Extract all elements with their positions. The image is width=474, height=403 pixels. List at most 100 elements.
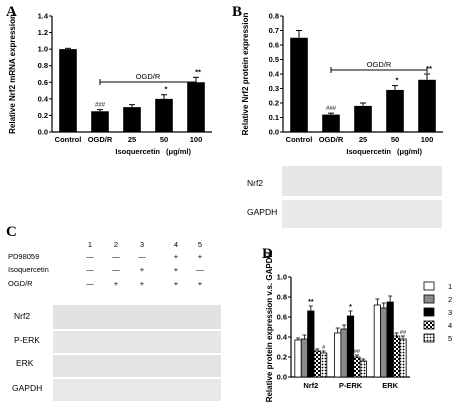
chart-b-ytick-label: 0.6 [269,41,279,50]
lane-number: 3 [140,240,144,249]
chart-b-category-label: OGD/R [319,135,344,144]
chart-d-legend-label: 5 [448,334,452,343]
chart-d-legend-label: 1 [448,282,452,291]
blot-label-c-nrf2: Nrf2 [14,311,30,321]
chart-d-significance: ** [308,299,314,306]
chart-a-ytick-label: 1.0 [38,45,48,54]
treatment-mark: — [196,265,204,274]
chart-b-significance: ### [326,106,337,112]
lane-number: 1 [88,240,92,249]
chart-b-ytick-label: 0.0 [269,128,279,137]
chart-d-bar [334,332,342,378]
chart-d-legend-swatch [423,294,435,304]
chart-b-ytick-label: 0.7 [269,26,279,35]
treatment-mark: + [198,279,203,288]
chart-b-ytick-label: 0.4 [269,70,280,79]
blot-strip-nrf2 [282,166,442,196]
treatment-row-label: PD98059 [8,252,39,261]
chart-b-category-label: 25 [359,135,367,144]
chart-d-bar [380,307,388,378]
chart-a-x-axis-unit: (μg/ml) [166,147,192,156]
chart-a: 0.0 0.2 0.4 0.6 0.8 1.0 1.2 1.4 Relative Nrf2 mR… [8,12,212,156]
chart-b-category-label: Control [286,135,313,144]
chart-d-bar [399,338,407,378]
chart-b-significance: * [396,76,399,85]
chart-d-bar [313,350,321,378]
blot-label-gapdh: GAPDH [247,207,277,217]
chart-b-ytick-label: 0.5 [269,55,279,64]
chart-b-ytick-label: 0.3 [269,84,279,93]
blot-label-c-perk: P-ERK [14,335,40,345]
chart-a-ytick-label: 0.8 [38,61,48,70]
treatment-mark: + [174,279,179,288]
chart-d-significance: * [349,304,352,311]
chart-d-ytick-label: 1.0 [277,273,287,282]
treatment-mark: + [114,279,119,288]
blot-c: Nrf2 P-ERK ERK GAPDH [12,305,221,401]
chart-a-category-label: 100 [190,135,203,144]
treatment-table: 1 2 3 4 5 PD98059 — — — + + Isoquercetin — — + + — OGD/R —… [8,240,204,288]
chart-d-bar [346,315,355,378]
chart-d-bar [373,304,381,378]
chart-a-ytick-label: 0.0 [38,128,48,137]
blot-label-c-erk: ERK [16,358,34,368]
chart-b-category-label: 50 [391,135,399,144]
chart-d-significance: ## [354,349,361,355]
chart-a-ytick-label: 1.2 [38,28,48,37]
chart-b-bar [418,79,436,132]
blot-strip-c-perk [53,331,221,353]
chart-d-legend-swatch [423,307,435,317]
treatment-row-label: OGD/R [8,279,33,288]
chart-a-x-axis-title: Isoquercetin [115,147,160,156]
chart-d-legend-label: 2 [448,295,452,304]
chart-a-category-label: Control [55,135,82,144]
chart-a-ytick-label: 0.4 [38,94,49,103]
chart-d-legend-label: 4 [448,321,452,330]
lane-number: 2 [114,240,118,249]
chart-b-bar [386,89,404,132]
treatment-mark: — [112,265,120,274]
chart-a-bar [187,82,205,132]
chart-b-ytick-label: 0.1 [269,113,279,122]
chart-a-significance: ** [195,67,201,76]
chart-d-category-label: Nrf2 [303,381,318,390]
treatment-mark: + [140,279,145,288]
panel-letter-d: D [262,246,273,262]
treatment-mark: — [86,279,94,288]
chart-d-ytick-label: 0.2 [277,353,287,362]
chart-d-bar [353,356,361,378]
chart-d-bar [300,338,309,378]
chart-a-bar [59,49,77,133]
lane-number: 4 [174,240,178,249]
panel-letter-b: B [232,4,242,20]
chart-d-legend-swatch [423,333,435,343]
chart-b-category-label: 100 [421,135,434,144]
blot-label-nrf2: Nrf2 [247,178,263,188]
chart-a-bracket-label: OGD/R [136,72,161,81]
treatment-mark: — [86,265,94,274]
treatment-mark: + [198,252,203,261]
chart-d-ytick-label: 0.0 [277,373,287,382]
treatment-mark: — [112,252,120,261]
chart-a-y-axis-title: Relative Nrf2 mRNA expression [8,14,17,134]
chart-d-significance: # [322,345,326,351]
chart-a-category-label: 50 [160,135,168,144]
chart-a-ytick-label: 0.6 [38,78,48,87]
treatment-row-label: Isoquercetin [8,265,49,274]
chart-b-bar [290,37,308,132]
chart-b-ytick-label: 0.2 [269,99,279,108]
chart-a-category-label: 25 [128,135,136,144]
chart-d-bar [294,339,302,378]
chart-d-legend-label: 3 [448,308,452,317]
chart-b-bracket-label: OGD/R [367,60,392,69]
treatment-mark: + [174,252,179,261]
treatment-mark: — [86,252,94,261]
chart-b: 0.0 0.1 0.2 0.3 0.4 0.5 0.6 0.7 0.8 Relative Nrf2… [241,12,443,156]
chart-d-y-axis-title: Relative protein expression v.s. GAPDH [265,252,274,403]
chart-d-bar [386,301,394,378]
chart-d-significance: ## [400,330,407,336]
blot-b: Nrf2 GAPDH [247,166,442,228]
chart-d-ytick-label: 0.6 [277,313,287,322]
panel-letter-c: C [6,224,17,240]
